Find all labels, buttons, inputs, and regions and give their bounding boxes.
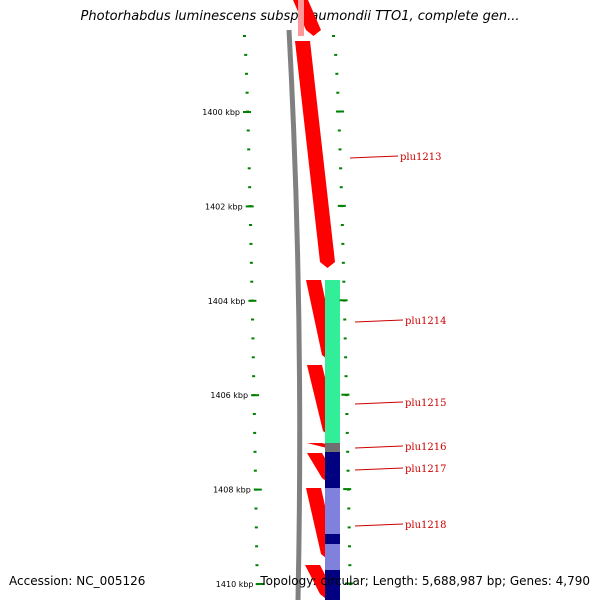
gene-leader-line <box>354 445 404 449</box>
scale-tick <box>344 375 348 378</box>
gene-label-plu1214: plu1214 <box>405 316 447 327</box>
major-tick <box>339 299 348 302</box>
scale-tick <box>243 35 246 37</box>
scale-tick <box>246 129 250 132</box>
scale-tick <box>345 431 349 434</box>
scale-tick <box>346 450 350 453</box>
gene-leader-line <box>354 467 404 471</box>
scale-tick <box>346 469 350 472</box>
scale-tick <box>339 186 343 189</box>
scale-tick <box>338 148 342 151</box>
kbp-label: 1408 kbp <box>213 486 251 495</box>
scale-tick <box>347 526 351 529</box>
gene-label-plu1217: plu1217 <box>405 464 447 475</box>
gene-label-plu1218: plu1218 <box>405 520 447 531</box>
scale-tick <box>334 53 338 56</box>
scale-tick <box>255 564 259 567</box>
major-tick <box>256 583 265 585</box>
major-tick <box>245 205 254 208</box>
backbone-arc <box>286 29 303 600</box>
scale-tick <box>344 356 348 359</box>
scale-tick <box>252 413 256 415</box>
scale-tick <box>342 280 346 283</box>
kbp-label: 1406 kbp <box>210 391 248 400</box>
scale-tick <box>250 280 254 283</box>
scale-tick <box>341 242 345 245</box>
scale-tick <box>347 507 351 510</box>
scale-tick <box>255 545 259 548</box>
scale-tick <box>341 261 345 264</box>
cds-highlight <box>298 0 304 36</box>
gene-label-plu1216: plu1216 <box>405 442 447 453</box>
scale-tick <box>247 148 251 151</box>
gene-label-plu1215: plu1215 <box>405 398 447 409</box>
scale-tick <box>251 318 255 321</box>
scale-tick <box>348 545 352 548</box>
kbp-label: 1400 kbp <box>202 108 240 117</box>
feature-block <box>325 570 340 600</box>
scale-tick <box>337 129 341 132</box>
scale-tick <box>249 242 253 245</box>
cds-arrow <box>293 0 321 36</box>
scale-tick <box>348 564 352 567</box>
gene-leader-line <box>349 155 399 159</box>
kbp-scale-labels: 1400 kbp 1402 kbp 1404 kbp 1406 kbp 1408 kbp… <box>202 108 353 589</box>
kbp-label: 1404 kbp <box>208 297 246 306</box>
scale-tick <box>245 91 249 94</box>
major-tick <box>343 488 352 491</box>
scale-tick <box>335 72 339 75</box>
major-tick <box>341 393 350 396</box>
feature-track <box>325 280 340 600</box>
scale-tick <box>254 507 258 510</box>
feature-block <box>325 280 340 443</box>
scale-tick <box>251 337 255 340</box>
feature-block <box>325 488 340 534</box>
scale-tick <box>336 91 340 94</box>
kbp-label: 1402 kbp <box>205 202 243 211</box>
feature-block <box>325 443 340 452</box>
major-tick <box>337 204 346 207</box>
scale-tick <box>252 375 256 378</box>
accession-text: Accession: NC_005126 <box>9 574 146 588</box>
scale-tick <box>247 167 251 170</box>
scale-tick <box>248 186 252 189</box>
scale-tick <box>251 356 255 359</box>
scale-tick <box>254 526 258 529</box>
feature-block <box>325 452 340 488</box>
scale-tick <box>253 450 257 453</box>
scale-tick <box>244 72 248 75</box>
scale-tick <box>343 337 347 340</box>
major-tick <box>336 110 344 113</box>
feature-block <box>325 534 340 544</box>
inner-scale-ticks <box>243 35 259 586</box>
major-tick <box>253 488 262 491</box>
gene-leader-line <box>354 319 404 323</box>
genome-summary-text: Topology: circular; Length: 5,688,987 bp… <box>260 574 590 588</box>
gene-leader-line <box>354 523 404 527</box>
scale-tick <box>253 431 257 434</box>
scale-tick <box>249 261 253 264</box>
scale-tick <box>253 469 257 472</box>
scale-tick <box>345 413 349 415</box>
cds-arrow <box>295 41 335 268</box>
scale-tick <box>343 318 347 321</box>
gene-label-plu1213: plu1213 <box>400 152 442 163</box>
scale-tick <box>244 53 248 56</box>
gene-labels: plu1213 plu1214 plu1215 plu1216 plu1217 plu12… <box>349 152 447 531</box>
scale-tick <box>332 35 335 37</box>
scale-tick <box>340 224 344 226</box>
major-tick <box>243 111 251 113</box>
scale-tick <box>339 167 343 170</box>
kbp-label: 1410 kbp <box>216 580 254 589</box>
major-tick <box>251 394 260 397</box>
scale-tick <box>249 224 253 226</box>
gene-leader-line <box>354 401 404 405</box>
major-tick <box>248 299 257 302</box>
major-tick <box>345 582 353 585</box>
